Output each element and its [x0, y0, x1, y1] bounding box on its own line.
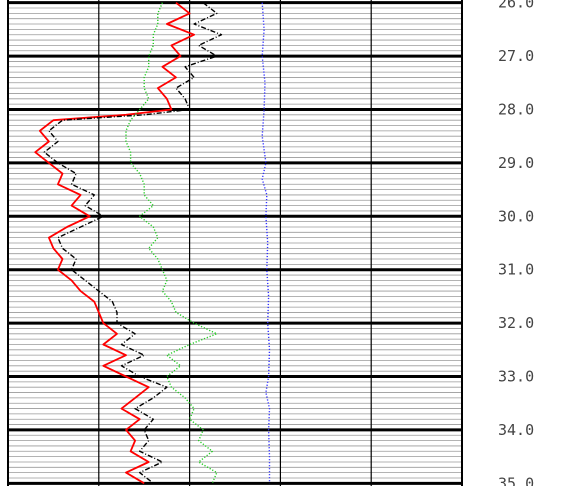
depth-tick-label: 33.0	[498, 368, 534, 386]
major-gridlines	[8, 1, 462, 485]
depth-tick-label: 35.0	[498, 474, 534, 486]
depth-tick-label: 29.0	[498, 154, 534, 172]
vertical-gridlines	[7, 0, 463, 486]
depth-tick-label: 27.0	[498, 47, 534, 65]
series-line-1	[34, 1, 196, 485]
depth-tick-label: 34.0	[498, 421, 534, 439]
series-line-4	[261, 2, 271, 484]
series-layer	[34, 1, 271, 485]
depth-tick-label: 30.0	[498, 207, 534, 225]
depth-tick-label: 28.0	[498, 100, 534, 118]
depth-tick-label: 32.0	[498, 314, 534, 332]
depth-tick-labels: 26.0 27.0 28.0 29.0 30.0 31.0 32.0 33.0 34.0 35.0	[498, 0, 534, 486]
depth-tick-label: 31.0	[498, 261, 534, 279]
series-line-3	[125, 2, 218, 484]
minor-gridlines	[8, 2, 462, 484]
depth-tick-label: 26.0	[498, 0, 534, 12]
